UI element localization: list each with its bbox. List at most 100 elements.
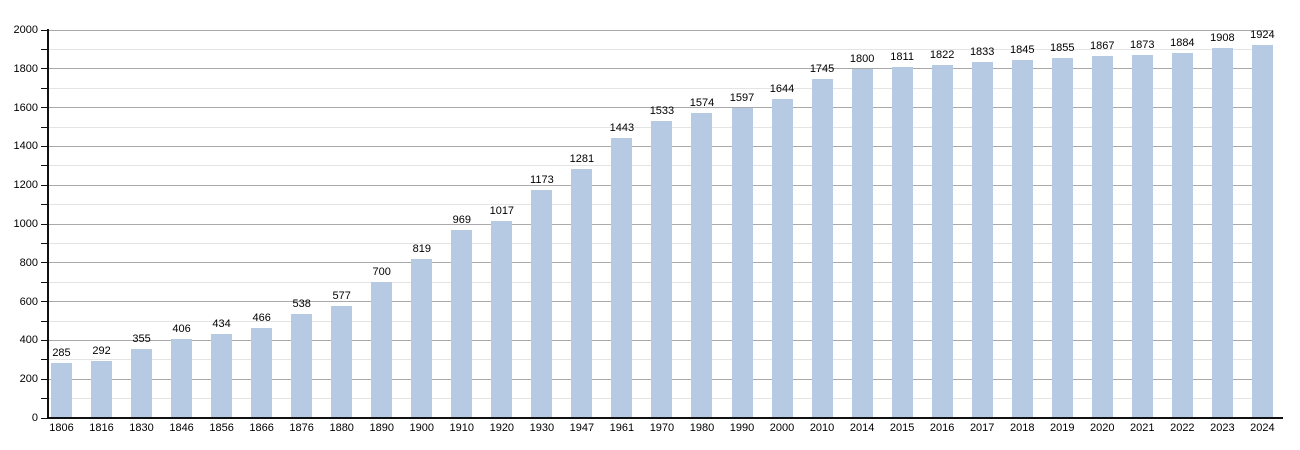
minor-gridline xyxy=(48,48,1273,50)
y-axis-tick xyxy=(41,29,48,31)
y-axis-tick xyxy=(41,320,48,322)
y-axis-tick xyxy=(41,145,48,147)
bar-value-label: 1845 xyxy=(1009,44,1035,57)
x-tick-label: 1880 xyxy=(329,422,354,434)
y-tick-label: 200 xyxy=(19,373,38,386)
bar-value-label: 819 xyxy=(412,243,431,256)
x-tick-label: 2017 xyxy=(969,422,995,434)
bar xyxy=(1051,58,1073,418)
x-axis-line xyxy=(46,417,1283,419)
y-axis-tick xyxy=(41,262,48,264)
bar xyxy=(611,138,633,418)
bar xyxy=(851,68,873,418)
x-tick-label: 2023 xyxy=(1210,422,1235,434)
bar-value-label: 1443 xyxy=(609,122,635,135)
bar-value-label: 1533 xyxy=(649,104,675,117)
y-axis-tick xyxy=(41,184,48,186)
bar xyxy=(371,282,393,418)
bar xyxy=(211,333,233,418)
bar xyxy=(971,62,993,418)
y-tick-label: 0 xyxy=(31,412,38,424)
y-tick-label: 1600 xyxy=(13,101,38,114)
bar xyxy=(931,64,953,418)
bar-value-label: 1822 xyxy=(929,48,955,61)
bar xyxy=(1091,55,1113,418)
y-tick-label: 2000 xyxy=(13,24,38,36)
y-tick-label: 400 xyxy=(19,334,38,347)
x-tick-label: 1876 xyxy=(289,422,314,434)
bar-value-label: 538 xyxy=(292,297,311,310)
bar xyxy=(171,339,193,418)
bar-value-label: 700 xyxy=(372,266,391,279)
x-tick-label: 2018 xyxy=(1009,422,1035,434)
bar xyxy=(491,220,513,418)
major-gridline xyxy=(48,107,1273,109)
x-tick-label: 2016 xyxy=(929,422,955,434)
bar-value-label: 292 xyxy=(92,345,111,358)
bar xyxy=(891,66,913,418)
bar-value-label: 355 xyxy=(132,333,151,346)
bar-value-label: 1745 xyxy=(809,63,835,76)
x-tick-label: 2010 xyxy=(809,422,835,434)
y-tick-label: 1000 xyxy=(13,218,38,230)
bar-value-label: 1017 xyxy=(489,204,515,217)
x-tick-label: 1920 xyxy=(489,422,515,434)
y-axis-tick xyxy=(41,107,48,109)
bar-value-label: 1833 xyxy=(969,46,995,59)
bar-value-label: 1281 xyxy=(569,153,595,166)
x-tick-label: 1866 xyxy=(249,422,274,434)
bar-value-label: 1873 xyxy=(1130,38,1155,51)
bar xyxy=(131,349,153,418)
bar xyxy=(331,306,353,418)
bar-value-label: 1867 xyxy=(1090,39,1115,52)
x-tick-label: 1961 xyxy=(609,422,635,434)
x-tick-label: 1830 xyxy=(129,422,154,434)
bar-value-label: 1173 xyxy=(530,174,554,187)
y-axis-tick xyxy=(41,378,48,380)
y-axis-tick xyxy=(41,87,48,89)
bar xyxy=(691,112,713,418)
bar-value-label: 1855 xyxy=(1050,42,1075,55)
y-axis-tick xyxy=(41,339,48,341)
bar-value-label: 1574 xyxy=(689,96,715,109)
y-axis-tick xyxy=(41,398,48,400)
bar xyxy=(1211,47,1233,418)
bar xyxy=(771,99,793,418)
bar xyxy=(1011,60,1033,418)
y-axis-tick xyxy=(41,48,48,50)
bar-value-label: 969 xyxy=(452,214,471,226)
bar xyxy=(411,259,433,418)
bar-value-label: 434 xyxy=(212,317,231,330)
y-axis-tick xyxy=(41,417,48,419)
y-tick-label: 1400 xyxy=(13,140,38,153)
y-tick-label: 600 xyxy=(19,295,38,308)
x-tick-label: 1900 xyxy=(409,422,434,434)
x-tick-label: 2014 xyxy=(849,422,875,434)
y-axis-tick xyxy=(41,281,48,283)
x-tick-label: 1806 xyxy=(49,422,74,434)
bar xyxy=(1131,54,1153,418)
minor-gridline xyxy=(48,87,1273,89)
x-tick-label: 1980 xyxy=(689,422,715,434)
major-gridline xyxy=(48,29,1273,31)
x-tick-label: 1930 xyxy=(529,422,555,434)
bar xyxy=(811,79,833,418)
bar xyxy=(1251,44,1273,418)
y-axis-tick xyxy=(41,359,48,361)
bar-value-label: 1884 xyxy=(1170,36,1195,49)
bar-value-label: 577 xyxy=(332,290,351,303)
bar xyxy=(51,362,72,418)
bar-value-label: 1644 xyxy=(769,83,795,96)
bar-value-label: 1924 xyxy=(1250,28,1275,41)
bar xyxy=(451,230,473,418)
x-tick-label: 2022 xyxy=(1170,422,1195,434)
x-tick-label: 1846 xyxy=(169,422,194,434)
y-tick-label: 1200 xyxy=(13,179,38,192)
x-tick-label: 1970 xyxy=(649,422,675,434)
bar-value-label: 466 xyxy=(252,311,271,324)
x-tick-label: 2020 xyxy=(1090,422,1115,434)
x-tick-label: 2021 xyxy=(1130,422,1155,434)
y-tick-label: 1800 xyxy=(13,62,38,75)
y-axis-tick xyxy=(41,301,48,303)
